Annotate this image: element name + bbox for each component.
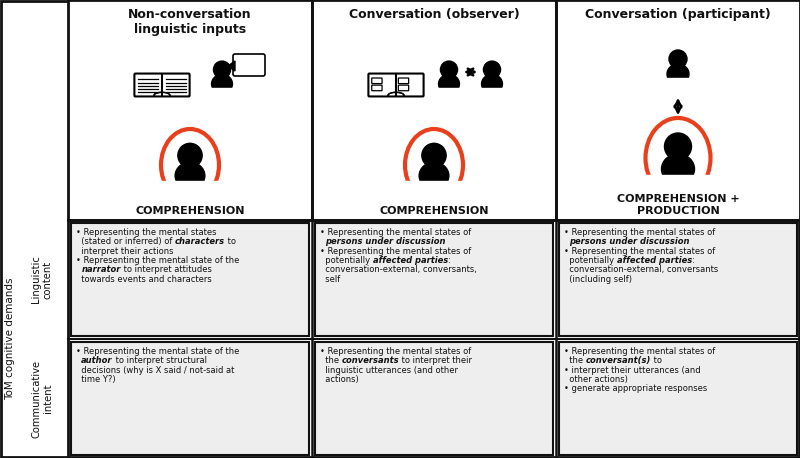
Text: affected parties: affected parties	[617, 256, 692, 265]
Text: • Representing the mental states of: • Representing the mental states of	[320, 246, 471, 256]
Bar	[201, 87, 243, 103]
Ellipse shape	[438, 74, 459, 93]
Polygon shape	[228, 61, 235, 71]
FancyBboxPatch shape	[398, 78, 409, 84]
Text: the: the	[320, 356, 342, 365]
Text: • Representing the mental states of: • Representing the mental states of	[320, 228, 471, 237]
Text: :: :	[448, 256, 450, 265]
Bar	[559, 223, 797, 336]
Circle shape	[441, 61, 458, 78]
Text: COMPREHENSION: COMPREHENSION	[135, 206, 245, 216]
FancyBboxPatch shape	[368, 74, 424, 97]
Text: (stated or inferred) of: (stated or inferred) of	[76, 237, 175, 246]
Bar	[471, 87, 513, 103]
Text: ToM cognitive demands: ToM cognitive demands	[5, 278, 15, 400]
Bar	[68, 0, 312, 220]
Bar	[71, 342, 309, 455]
FancyBboxPatch shape	[134, 74, 190, 97]
Text: Conversation (participant): Conversation (participant)	[585, 8, 771, 21]
Text: Communicative
intent: Communicative intent	[31, 360, 53, 437]
Text: to interpret structural: to interpret structural	[113, 356, 206, 365]
Text: potentially: potentially	[564, 256, 617, 265]
Bar	[428, 87, 470, 103]
Text: conversant(s): conversant(s)	[586, 356, 651, 365]
Ellipse shape	[419, 162, 449, 189]
Text: (including self): (including self)	[564, 274, 632, 284]
Circle shape	[665, 133, 691, 160]
Text: interpret their actions: interpret their actions	[76, 246, 174, 256]
Circle shape	[214, 61, 230, 78]
Ellipse shape	[662, 154, 694, 184]
Text: • generate appropriate responses: • generate appropriate responses	[564, 384, 707, 393]
Ellipse shape	[175, 162, 205, 189]
Ellipse shape	[211, 74, 233, 93]
Text: • Representing the mental states of: • Representing the mental states of	[564, 228, 715, 237]
Bar	[645, 175, 711, 199]
Text: conversants: conversants	[342, 356, 399, 365]
Text: author: author	[82, 356, 113, 365]
Text: • Representing the mental state of the: • Representing the mental state of the	[76, 347, 239, 356]
Bar	[656, 78, 700, 94]
Text: conversation-external, conversants: conversation-external, conversants	[564, 265, 718, 274]
Text: • Representing the mental state of the: • Representing the mental state of the	[76, 256, 239, 265]
Text: Linguistic
content: Linguistic content	[31, 256, 53, 304]
Bar	[160, 181, 220, 203]
Text: • Representing the mental states of: • Representing the mental states of	[564, 246, 715, 256]
Text: affected parties: affected parties	[373, 256, 448, 265]
Text: narrator: narrator	[82, 265, 121, 274]
Text: • interpret their utterances (and: • interpret their utterances (and	[564, 365, 701, 375]
Text: • Representing the mental states of: • Representing the mental states of	[564, 347, 715, 356]
Text: Non-conversation
linguistic inputs: Non-conversation linguistic inputs	[128, 8, 252, 36]
Text: conversation-external, conversants,: conversation-external, conversants,	[320, 265, 477, 274]
Text: decisions (why is X said / not-said at: decisions (why is X said / not-said at	[76, 365, 234, 375]
Text: towards events and characters: towards events and characters	[76, 274, 212, 284]
Text: other actions): other actions)	[564, 375, 628, 384]
Ellipse shape	[482, 74, 502, 93]
Text: Conversation (observer): Conversation (observer)	[349, 8, 519, 21]
Text: • Representing the mental states of: • Representing the mental states of	[320, 347, 471, 356]
Text: the: the	[564, 356, 586, 365]
Circle shape	[422, 143, 446, 168]
Text: time Y?): time Y?)	[76, 375, 116, 384]
FancyBboxPatch shape	[372, 78, 382, 84]
Bar	[556, 0, 800, 220]
Text: to interpret their: to interpret their	[399, 356, 472, 365]
Text: characters: characters	[175, 237, 225, 246]
Bar	[404, 181, 464, 203]
Ellipse shape	[667, 64, 689, 84]
Text: • Representing the mental states: • Representing the mental states	[76, 228, 217, 237]
Text: actions): actions)	[320, 375, 358, 384]
Circle shape	[483, 61, 501, 78]
Text: COMPREHENSION: COMPREHENSION	[379, 206, 489, 216]
Text: to: to	[225, 237, 236, 246]
Circle shape	[669, 50, 687, 68]
Bar	[559, 342, 797, 455]
FancyBboxPatch shape	[233, 54, 265, 76]
Bar	[315, 223, 553, 336]
FancyBboxPatch shape	[398, 85, 409, 91]
Bar	[71, 223, 309, 336]
Bar	[315, 342, 553, 455]
Text: COMPREHENSION +
PRODUCTION: COMPREHENSION + PRODUCTION	[617, 194, 739, 216]
Bar	[312, 0, 556, 220]
Text: persons under discussion: persons under discussion	[326, 237, 446, 246]
FancyBboxPatch shape	[372, 85, 382, 91]
Text: to: to	[651, 356, 662, 365]
Text: persons under discussion: persons under discussion	[570, 237, 690, 246]
Circle shape	[178, 143, 202, 168]
Text: :: :	[692, 256, 694, 265]
Text: potentially: potentially	[320, 256, 373, 265]
Text: to interpret attitudes: to interpret attitudes	[121, 265, 211, 274]
Text: self: self	[320, 274, 340, 284]
Text: linguistic utterances (and other: linguistic utterances (and other	[320, 365, 458, 375]
